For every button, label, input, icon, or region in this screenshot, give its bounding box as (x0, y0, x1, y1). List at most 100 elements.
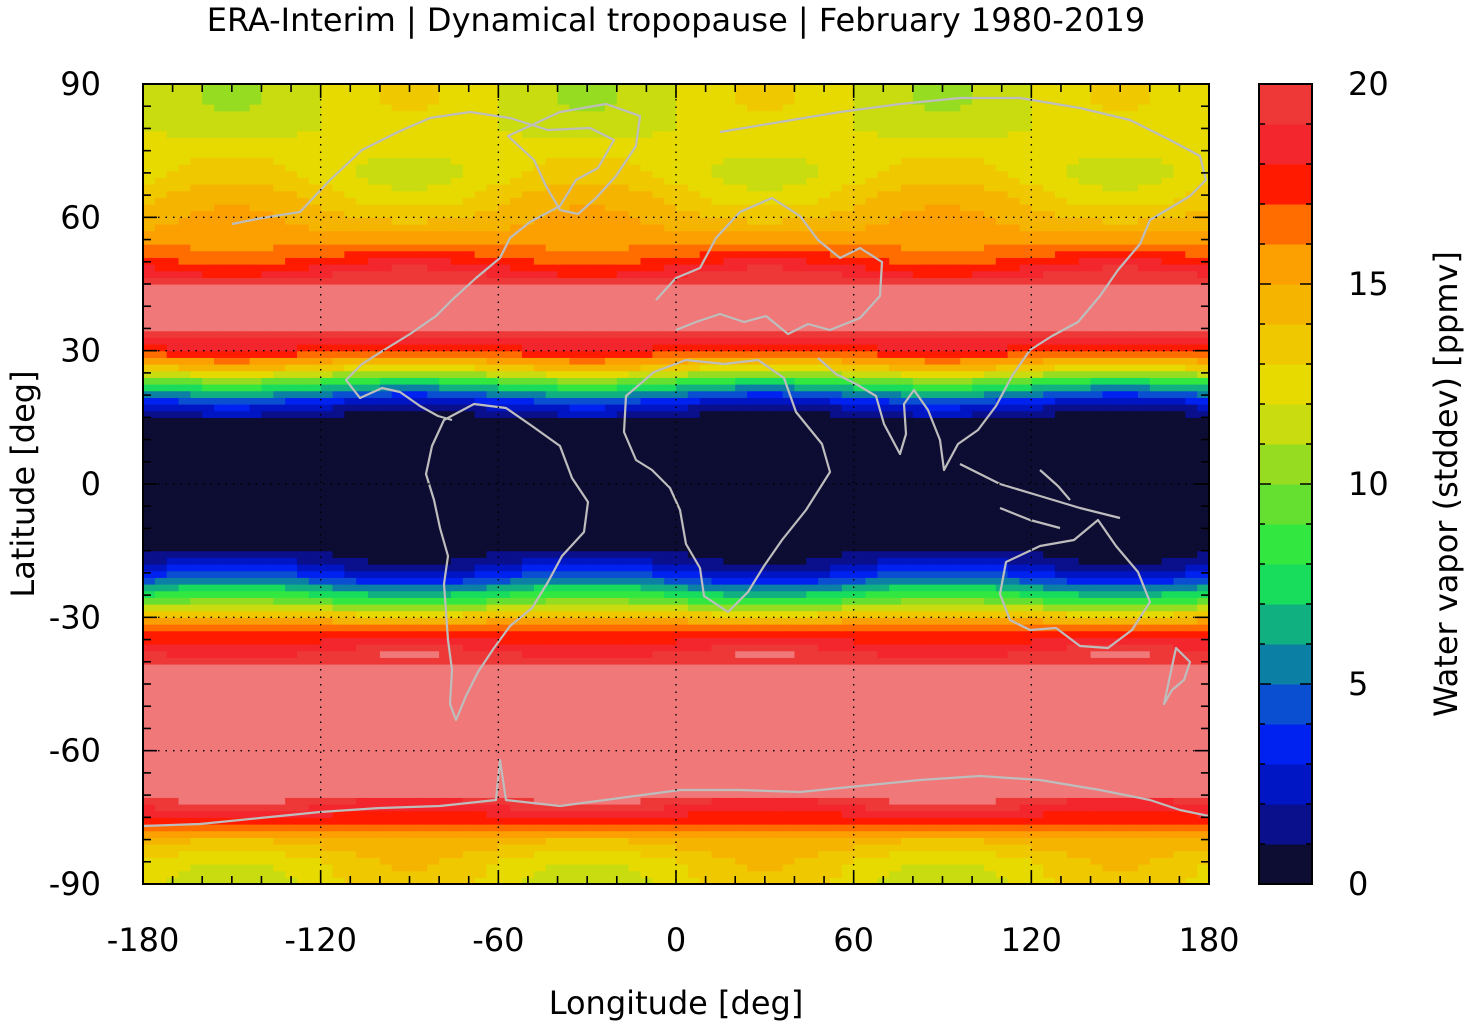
heatmap-cell (983, 530, 997, 538)
heatmap-cell (1173, 830, 1186, 838)
heatmap-cell (1149, 564, 1163, 572)
heatmap-cell (912, 537, 926, 545)
heatmap-cell (415, 677, 428, 685)
heatmap-cell (154, 724, 168, 732)
heatmap-cell (1149, 830, 1163, 838)
heatmap-cell (237, 810, 251, 818)
heatmap-cell (1173, 737, 1186, 745)
heatmap-cell (237, 737, 251, 745)
heatmap-cell (652, 810, 665, 818)
heatmap-cell (1161, 757, 1175, 765)
heatmap-cell (1078, 657, 1092, 665)
heatmap-cell (296, 757, 310, 765)
heatmap-cell (320, 750, 334, 758)
heatmap-cell (1078, 577, 1092, 585)
heatmap-cell (166, 557, 180, 565)
heatmap-cell (1090, 870, 1103, 878)
heatmap-cell (735, 770, 748, 778)
heatmap-cell (486, 810, 499, 818)
heatmap-cell (1114, 537, 1127, 545)
heatmap-cell (1137, 604, 1151, 612)
heatmap-cell (676, 797, 689, 805)
heatmap-cell (723, 657, 736, 665)
heatmap-cell (806, 557, 819, 565)
heatmap-cell (1126, 517, 1139, 525)
heatmap-cell (1149, 530, 1163, 538)
heatmap-cell (676, 844, 689, 852)
heatmap-cell (936, 577, 950, 585)
heatmap-cell (735, 690, 748, 698)
heatmap-cell (379, 517, 393, 525)
heatmap-cell (735, 670, 748, 678)
heatmap-cell (806, 824, 819, 832)
heatmap-cell (983, 677, 997, 685)
heatmap-cell (782, 637, 796, 645)
heatmap-cell (924, 737, 938, 745)
heatmap-cell (723, 584, 736, 592)
heatmap-cell (296, 664, 310, 672)
heatmap-cell (770, 617, 784, 625)
heatmap-cell (1185, 710, 1198, 718)
heatmap-cell (1055, 837, 1068, 845)
heatmap-cell (356, 870, 369, 878)
heatmap-cell (877, 697, 890, 705)
heatmap-cell (1185, 790, 1198, 798)
heatmap-cell (960, 744, 973, 752)
heatmap-cell (249, 724, 263, 732)
heatmap-cell (427, 690, 440, 698)
heatmap-cell (320, 870, 334, 878)
heatmap-cell (143, 744, 156, 752)
heatmap-cell (320, 590, 334, 598)
heatmap-cell (1197, 650, 1209, 658)
heatmap-cell (486, 684, 499, 692)
heatmap-cell (533, 677, 547, 685)
heatmap-cell (581, 584, 594, 592)
heatmap-cell (450, 770, 464, 778)
heatmap-cell (143, 624, 156, 632)
heatmap-cell (604, 637, 618, 645)
heatmap-cell (143, 524, 156, 532)
heatmap-cell (628, 524, 642, 532)
heatmap-cell (261, 517, 274, 525)
heatmap-cell (735, 684, 748, 692)
heatmap-cell (391, 684, 405, 692)
heatmap-cell (522, 790, 535, 798)
heatmap-cell (948, 537, 961, 545)
heatmap-cell (1043, 864, 1056, 872)
heatmap-cell (806, 664, 819, 672)
heatmap-cell (403, 697, 417, 705)
heatmap-cell (924, 817, 938, 825)
heatmap-cell (628, 824, 642, 832)
heatmap-cell (853, 584, 867, 592)
heatmap-cell (403, 730, 417, 738)
heatmap-cell (143, 684, 156, 692)
heatmap-cell (1185, 870, 1198, 878)
heatmap-cell (178, 510, 191, 518)
heatmap-cell (391, 544, 405, 552)
heatmap-cell (415, 630, 428, 638)
heatmap-cell (972, 657, 985, 665)
heatmap-cell (865, 684, 878, 692)
heatmap-cell (533, 857, 547, 865)
heatmap-cell (664, 797, 677, 805)
heatmap-cell (604, 864, 618, 872)
heatmap-cell (652, 824, 665, 832)
heatmap-cell (770, 550, 784, 558)
heatmap-cell (190, 790, 203, 798)
heatmap-cell (912, 817, 926, 825)
heatmap-cell (214, 870, 227, 878)
heatmap-cell (344, 610, 357, 618)
heatmap-cell (545, 604, 559, 612)
heatmap-cell (972, 877, 985, 884)
heatmap-cell (202, 610, 215, 618)
heatmap-cell (415, 810, 428, 818)
heatmap-cell (770, 810, 784, 818)
heatmap-cell (1055, 650, 1068, 658)
heatmap-cell (924, 610, 938, 618)
heatmap-cell (806, 650, 819, 658)
heatmap-cell (344, 577, 357, 585)
heatmap-cell (214, 610, 227, 618)
heatmap-cell (1137, 784, 1151, 792)
heatmap-cell (853, 564, 867, 572)
heatmap-cell (166, 717, 180, 725)
